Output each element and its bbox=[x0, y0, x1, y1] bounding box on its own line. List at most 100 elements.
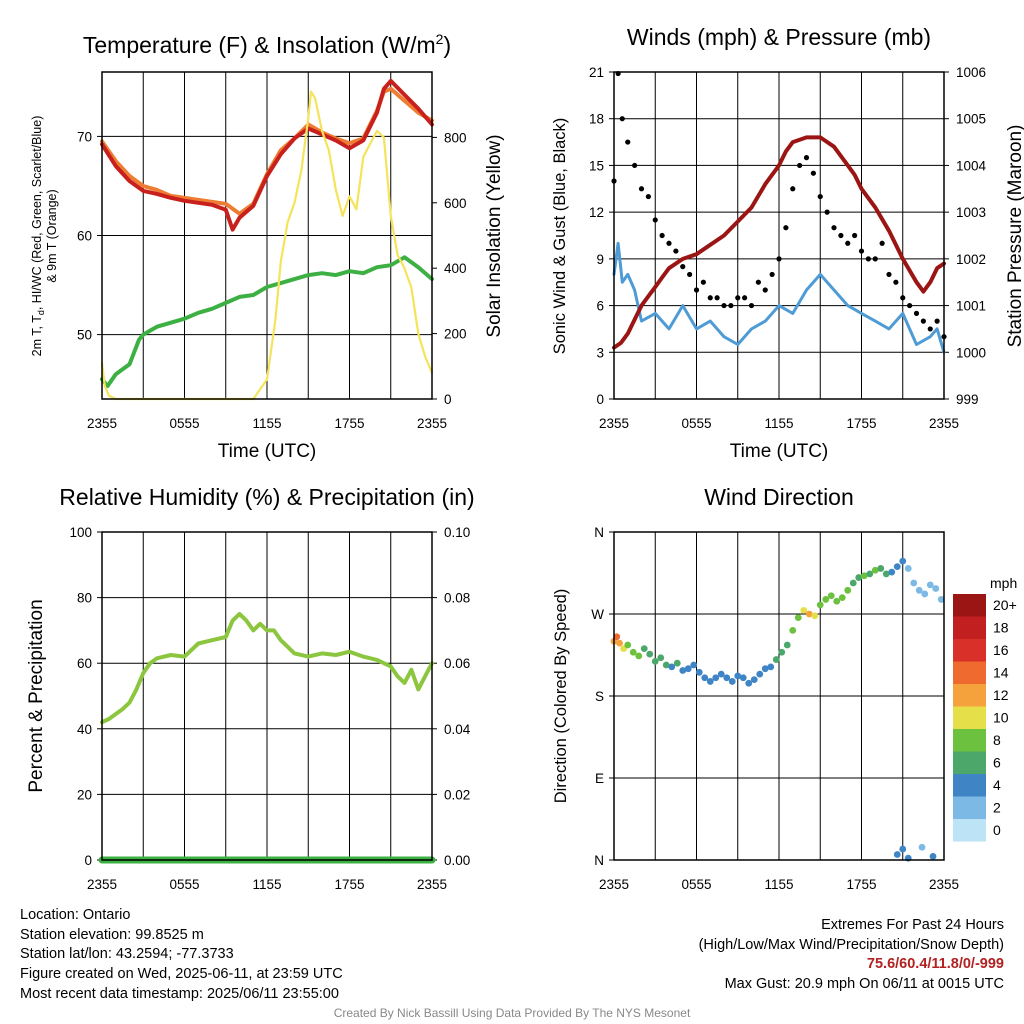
colorbar-label: 12 bbox=[993, 687, 1009, 703]
pressure-y2-axis-label: Station Pressure (Maroon) bbox=[1005, 125, 1024, 348]
gust-point bbox=[693, 287, 700, 293]
y2-tick-label: 400 bbox=[444, 261, 467, 276]
y-tick-label: 18 bbox=[589, 112, 604, 127]
direction-point bbox=[811, 612, 819, 620]
x-tick-label: 2355 bbox=[417, 416, 447, 431]
x-tick-label: 1155 bbox=[252, 416, 281, 431]
direction-point bbox=[827, 592, 835, 600]
colorbar-swatch bbox=[953, 729, 986, 752]
direction-point bbox=[679, 667, 687, 674]
y2-tick-label: 200 bbox=[444, 327, 467, 342]
gust-point bbox=[645, 193, 651, 200]
direction-point bbox=[701, 674, 709, 682]
x-tick-label: 2355 bbox=[599, 877, 629, 892]
colorbar-label: 20+ bbox=[993, 597, 1017, 613]
y-tick-label: 21 bbox=[589, 65, 604, 80]
station-info: Location: Ontario Station elevation: 99.… bbox=[20, 906, 343, 1005]
direction-point bbox=[822, 596, 830, 603]
colorbar-label: 6 bbox=[993, 755, 1001, 771]
gust-point bbox=[687, 271, 693, 278]
relative-humidity-line bbox=[100, 612, 434, 725]
direction-point bbox=[651, 657, 659, 665]
colorbar-swatch bbox=[953, 819, 986, 842]
colorbar-swatch bbox=[953, 774, 986, 797]
direction-point bbox=[789, 627, 797, 634]
x-tick-label: 1755 bbox=[846, 416, 876, 431]
gust-point bbox=[783, 225, 789, 231]
direction-point bbox=[921, 590, 929, 598]
direction-point bbox=[629, 648, 637, 656]
y-tick-label: E bbox=[595, 771, 604, 786]
y-tick-label: 0 bbox=[84, 853, 92, 868]
x-tick-label: 1755 bbox=[334, 416, 364, 431]
gust-point bbox=[858, 248, 865, 254]
td-line bbox=[100, 255, 434, 389]
x-tick-label: 0555 bbox=[681, 877, 711, 892]
gust-point bbox=[659, 232, 665, 239]
y2-tick-label: 999 bbox=[956, 392, 979, 407]
winds-chart-title: Winds (mph) & Pressure (mb) bbox=[627, 24, 931, 50]
gust-point bbox=[625, 139, 631, 145]
extremes-info: Extremes For Past 24 Hours (High/Low/Max… bbox=[699, 916, 1004, 995]
x-tick-label: 2355 bbox=[599, 416, 629, 431]
x-tick-label: 2355 bbox=[87, 877, 117, 892]
gust-point bbox=[907, 302, 913, 309]
y2-tick-label: 1006 bbox=[956, 65, 986, 80]
direction-point bbox=[794, 614, 802, 622]
colorbar-label: 2 bbox=[993, 800, 1001, 816]
gust-point bbox=[824, 209, 830, 215]
gust-point bbox=[934, 318, 940, 324]
gust-point bbox=[680, 264, 686, 270]
gust-point bbox=[886, 271, 892, 278]
winds-y-axis-label: Sonic Wind & Gust (Blue, Black) bbox=[551, 118, 569, 355]
gust-point bbox=[838, 232, 844, 239]
wind-direction-panel: Wind Direction Direction (Colored By Spe… bbox=[552, 484, 1017, 892]
direction-point bbox=[745, 679, 753, 687]
x-tick-label: 1155 bbox=[252, 877, 281, 892]
figure-created: Figure created on Wed, 2025-06-11, at 23… bbox=[20, 966, 343, 983]
colorbar-title: mph bbox=[990, 575, 1017, 591]
gust-point bbox=[900, 295, 906, 301]
humidity-chart-title: Relative Humidity (%) & Precipitation (i… bbox=[59, 484, 474, 510]
y-tick-label: S bbox=[595, 689, 604, 704]
y-tick-label: 0 bbox=[596, 392, 604, 407]
2m-t-line bbox=[100, 78, 434, 232]
direction-point bbox=[640, 645, 648, 653]
direction-point bbox=[717, 670, 725, 678]
y2-tick-label: 0.02 bbox=[444, 787, 470, 802]
gust-point bbox=[728, 302, 734, 309]
gust-point bbox=[913, 310, 920, 316]
colorbar-swatch bbox=[953, 706, 986, 729]
direction-point bbox=[860, 572, 868, 580]
extremes-legend: (High/Low/Max Wind/Precipitation/Snow De… bbox=[698, 936, 1004, 953]
direction-point bbox=[918, 843, 926, 851]
gust-point bbox=[845, 240, 851, 246]
humidity-panel: Relative Humidity (%) & Precipitation (i… bbox=[26, 484, 475, 892]
direction-point bbox=[635, 652, 643, 660]
y2-tick-label: 1003 bbox=[956, 205, 986, 220]
temperature-chart-title: Temperature (F) & Insolation (W/m2) bbox=[83, 31, 451, 58]
direction-point bbox=[877, 565, 885, 572]
direction-point bbox=[937, 596, 945, 603]
gust-point bbox=[872, 256, 878, 262]
y2-tick-label: 0.06 bbox=[444, 656, 470, 671]
direction-point bbox=[888, 568, 896, 576]
gust-point bbox=[666, 240, 672, 246]
colorbar-swatch bbox=[953, 751, 986, 774]
x-tick-label: 2355 bbox=[929, 877, 959, 892]
x-tick-label: 1755 bbox=[846, 877, 876, 892]
x-tick-label: 2355 bbox=[87, 416, 117, 431]
gust-point bbox=[810, 170, 816, 176]
direction-point bbox=[866, 570, 874, 578]
direction-point bbox=[772, 656, 780, 663]
gust-point bbox=[652, 217, 658, 223]
direction-point bbox=[712, 674, 720, 682]
winds-x-axis-label: Time (UTC) bbox=[730, 441, 829, 462]
gust-point bbox=[817, 193, 823, 200]
y2-tick-label: 1004 bbox=[956, 158, 987, 173]
gust-point bbox=[893, 279, 899, 285]
humidity-y-axis-label: Percent & Precipitation bbox=[26, 599, 47, 792]
station-latlon: Station lat/lon: 43.2594; -77.3733 bbox=[20, 946, 234, 963]
y-tick-label: 80 bbox=[77, 591, 92, 606]
y-tick-label: 9 bbox=[596, 252, 604, 267]
